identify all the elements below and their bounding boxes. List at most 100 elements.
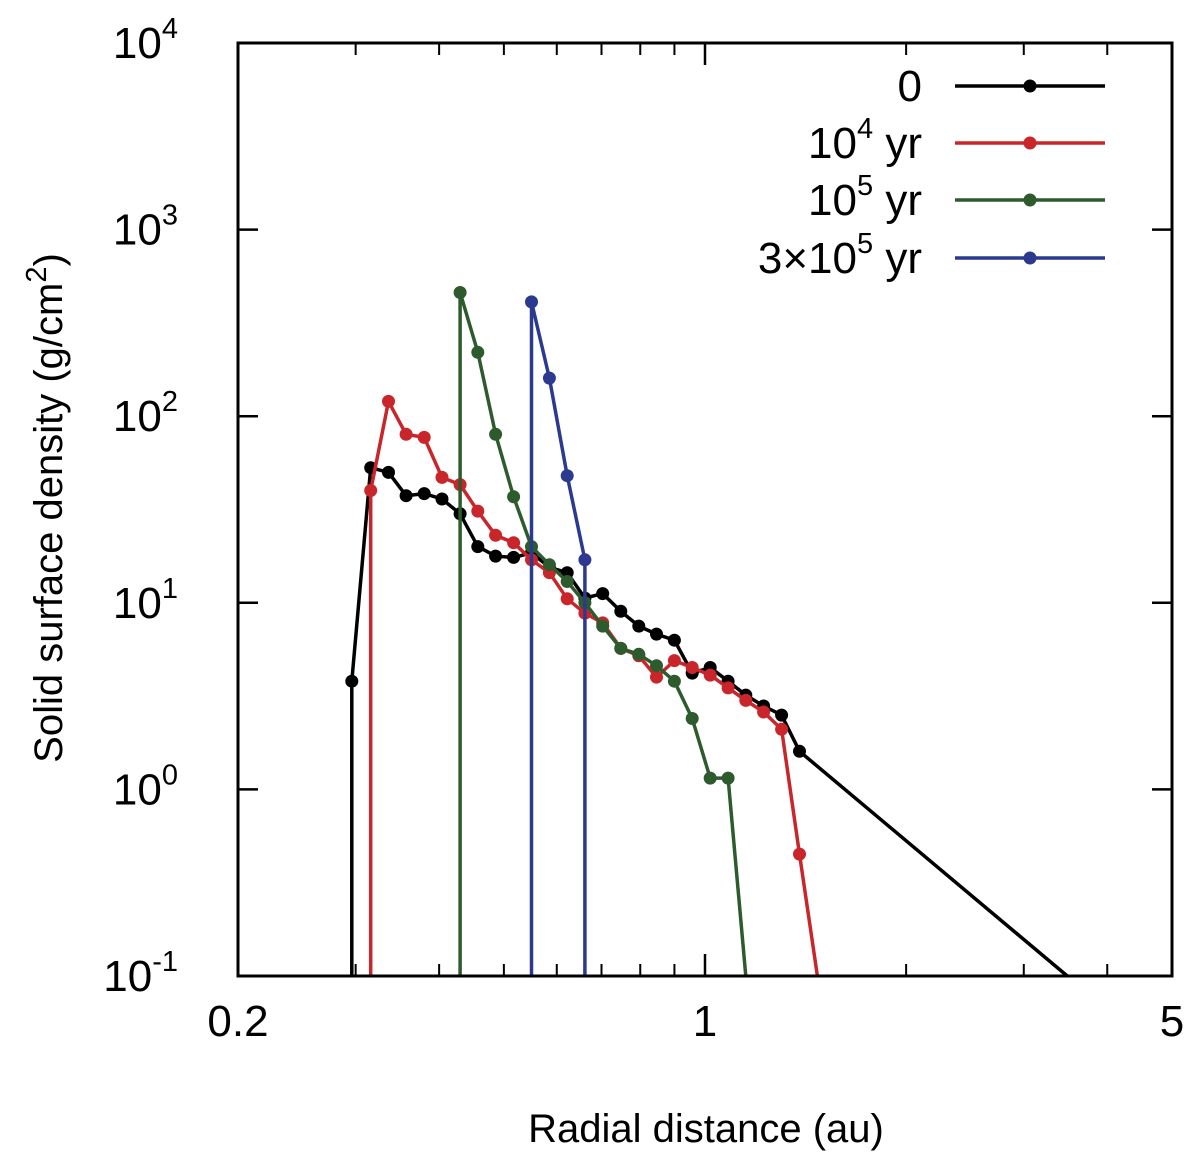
legend-label-main: 0 [898, 62, 922, 111]
y-tick-exponent: 3 [162, 200, 178, 232]
data-point [614, 641, 628, 655]
y-tick-base: 10 [113, 206, 162, 255]
series-line [458, 290, 748, 977]
y-axis-label-close: ) [27, 253, 71, 266]
legend-label-main: 3×10 [758, 234, 857, 283]
data-point [560, 592, 574, 606]
y-tick-exponent: 1 [162, 573, 178, 605]
data-point [632, 647, 646, 661]
y-tick-label: 103 [113, 200, 178, 255]
y-axis-label-sup: 2 [21, 266, 53, 282]
y-tick-label: 10-1 [103, 946, 178, 1001]
data-point [345, 674, 359, 688]
legend-swatch-marker [1023, 79, 1037, 93]
y-axis-label: Solid surface density (g/cm2) [21, 253, 71, 763]
data-point [417, 430, 431, 444]
x-tick-label: 1 [693, 997, 717, 1046]
legend-swatch-marker [1023, 251, 1037, 265]
x-axis-label: Radial distance (au) [528, 1107, 884, 1151]
y-tick-label: 101 [113, 573, 178, 628]
data-point [685, 712, 699, 725]
legend-label-unit: yr [873, 119, 922, 168]
data-point [471, 540, 485, 554]
data-point [667, 654, 681, 668]
data-point [667, 674, 681, 688]
y-tick-base: 10 [103, 952, 152, 1001]
legend-label-sup: 5 [857, 170, 873, 202]
data-point [489, 528, 503, 542]
y-tick-exponent: -1 [152, 946, 178, 978]
y-tick-exponent: 0 [162, 759, 178, 791]
data-point [775, 708, 789, 722]
legend-label: 0 [898, 62, 922, 111]
data-point [757, 705, 771, 719]
y-tick-base: 10 [113, 19, 162, 68]
legend-swatch-marker [1023, 193, 1037, 207]
data-point [382, 394, 395, 408]
data-point [525, 295, 538, 309]
data-point [471, 345, 485, 359]
y-tick-base: 10 [113, 392, 162, 441]
data-point [471, 504, 485, 518]
data-point [507, 536, 521, 550]
legend-label-main: 10 [808, 119, 857, 168]
data-point [435, 470, 449, 484]
data-point [399, 427, 413, 441]
y-axis-label-main: Solid surface density (g/cm [27, 283, 71, 763]
y-tick-base: 10 [113, 765, 162, 814]
data-point [489, 549, 503, 563]
plot-frame [236, 41, 1174, 978]
legend-label: 3×105 yr [758, 228, 922, 283]
y-tick-label: 102 [113, 386, 178, 441]
legend-label: 105 yr [808, 170, 922, 225]
data-point [542, 371, 556, 385]
data-point [382, 465, 395, 479]
series-layer [345, 286, 1069, 978]
legend-swatch-marker [1023, 136, 1037, 150]
data-point [507, 490, 521, 504]
data-point [453, 286, 467, 299]
data-point [703, 771, 717, 785]
data-point [489, 427, 503, 441]
x-tick-labels: 0.2 1 5 [207, 997, 1184, 1046]
series-line [368, 399, 820, 977]
y-tick-label: 100 [113, 759, 178, 814]
data-point [560, 575, 574, 588]
tick-marks [236, 41, 1174, 978]
data-point [703, 668, 717, 682]
legend-label-unit: yr [873, 176, 922, 225]
legend-label-unit: yr [873, 234, 922, 283]
series-line [350, 465, 1069, 978]
data-point [578, 553, 592, 567]
legend-label-sup: 4 [857, 113, 873, 145]
data-point [650, 659, 663, 673]
data-point [542, 558, 556, 572]
data-point [399, 489, 413, 503]
data-point [507, 550, 521, 564]
data-point [364, 484, 378, 497]
y-tick-exponent: 4 [162, 13, 178, 45]
data-point [793, 744, 806, 758]
legend-label-main: 10 [808, 176, 857, 225]
data-point [793, 847, 806, 861]
legend-label: 104 yr [808, 113, 922, 168]
data-point [435, 492, 449, 506]
data-point [739, 693, 753, 707]
data-point [632, 619, 646, 633]
y-tick-base: 10 [113, 579, 162, 628]
data-point [667, 633, 681, 647]
data-point [775, 722, 789, 736]
data-point [614, 604, 628, 618]
x-tick-label: 0.2 [207, 997, 268, 1046]
y-tick-label: 104 [113, 13, 178, 68]
data-point [596, 619, 610, 633]
legend-label-sup: 5 [857, 228, 873, 260]
y-tick-exponent: 2 [162, 386, 178, 418]
data-point [721, 681, 735, 695]
data-point [417, 487, 431, 501]
data-point [721, 771, 735, 785]
data-point [650, 627, 663, 641]
